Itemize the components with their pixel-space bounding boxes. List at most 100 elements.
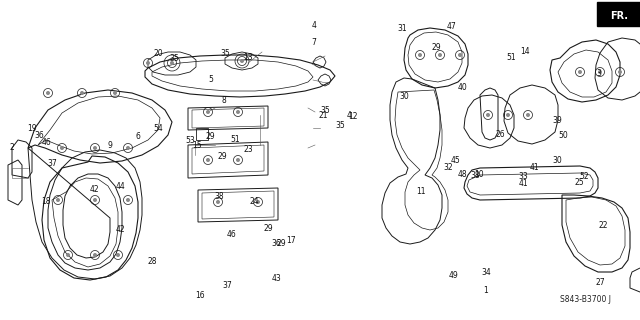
Text: 16: 16 <box>195 291 205 300</box>
Circle shape <box>93 253 97 257</box>
Text: 22: 22 <box>598 221 607 230</box>
Text: 6: 6 <box>135 132 140 141</box>
Text: 1: 1 <box>483 286 488 295</box>
Text: 2: 2 <box>9 143 14 152</box>
Text: 36: 36 <box>35 131 45 140</box>
Text: 46: 46 <box>41 138 51 147</box>
Circle shape <box>93 198 97 202</box>
Text: 46: 46 <box>227 230 237 239</box>
Text: 32: 32 <box>443 163 453 172</box>
Circle shape <box>46 91 50 95</box>
Text: 41: 41 <box>518 179 529 188</box>
Text: 51: 51 <box>230 135 241 144</box>
Circle shape <box>236 110 240 114</box>
Text: 30: 30 <box>552 156 562 165</box>
Text: 11: 11 <box>417 188 426 196</box>
Circle shape <box>116 253 120 257</box>
Text: 43: 43 <box>271 274 282 283</box>
Circle shape <box>418 53 422 57</box>
FancyBboxPatch shape <box>597 2 640 26</box>
Text: 17: 17 <box>286 236 296 245</box>
Text: 26: 26 <box>495 130 506 139</box>
Circle shape <box>526 113 530 117</box>
Circle shape <box>93 146 97 150</box>
Text: S843-B3700 J: S843-B3700 J <box>560 295 611 305</box>
Text: 10: 10 <box>474 170 484 179</box>
Text: 30: 30 <box>399 92 410 101</box>
Text: FR.: FR. <box>610 11 628 21</box>
Text: 18: 18 <box>42 197 51 206</box>
Text: 39: 39 <box>552 116 562 124</box>
Circle shape <box>438 53 442 57</box>
Circle shape <box>458 53 462 57</box>
Text: 19: 19 <box>27 124 37 133</box>
Text: 5: 5 <box>209 75 214 84</box>
Text: 53: 53 <box>186 136 196 145</box>
Text: 35: 35 <box>220 49 230 58</box>
Text: 48: 48 <box>457 170 467 179</box>
Text: 35: 35 <box>169 54 179 63</box>
Circle shape <box>60 146 64 150</box>
Text: 47: 47 <box>446 22 456 31</box>
Text: 29: 29 <box>276 239 287 248</box>
Text: 14: 14 <box>520 47 530 56</box>
Text: 33: 33 <box>518 172 529 181</box>
Circle shape <box>216 200 220 204</box>
Circle shape <box>126 146 130 150</box>
Text: 35: 35 <box>335 121 346 130</box>
Text: 25: 25 <box>574 178 584 187</box>
Text: 38: 38 <box>470 171 480 180</box>
Circle shape <box>618 70 622 74</box>
Circle shape <box>170 61 174 65</box>
Text: 28: 28 <box>148 257 157 266</box>
Text: 4: 4 <box>311 21 316 30</box>
Text: 20: 20 <box>154 49 164 58</box>
Text: 50: 50 <box>558 131 568 140</box>
Text: 54: 54 <box>154 124 164 132</box>
Circle shape <box>256 200 260 204</box>
Text: 9: 9 <box>108 141 113 150</box>
Text: 3: 3 <box>596 69 601 78</box>
Circle shape <box>236 158 240 162</box>
Text: 36: 36 <box>271 239 282 248</box>
Text: 35: 35 <box>320 106 330 115</box>
Text: 12: 12 <box>349 112 358 121</box>
Text: 37: 37 <box>47 159 58 168</box>
Text: 29: 29 <box>264 224 274 233</box>
Circle shape <box>126 198 130 202</box>
Text: 21: 21 <box>319 111 328 120</box>
Text: 23: 23 <box>243 145 253 154</box>
Text: 42: 42 <box>115 225 125 234</box>
Text: 29: 29 <box>205 132 215 140</box>
Text: 44: 44 <box>115 182 125 191</box>
Text: 8: 8 <box>221 96 227 105</box>
Circle shape <box>240 59 244 63</box>
Text: 4: 4 <box>346 111 351 120</box>
Circle shape <box>113 91 117 95</box>
Circle shape <box>578 70 582 74</box>
Circle shape <box>506 113 510 117</box>
Circle shape <box>206 158 210 162</box>
Text: 29: 29 <box>431 43 442 52</box>
Text: 24: 24 <box>250 197 260 206</box>
Text: 7: 7 <box>311 38 316 47</box>
Text: 41: 41 <box>529 163 540 172</box>
Text: 29: 29 <box>218 152 228 161</box>
Text: 49: 49 <box>448 271 458 280</box>
Text: 27: 27 <box>595 278 605 287</box>
Circle shape <box>486 113 490 117</box>
Circle shape <box>66 253 70 257</box>
Text: 15: 15 <box>192 141 202 150</box>
Text: 51: 51 <box>506 53 516 62</box>
Circle shape <box>598 70 602 74</box>
Circle shape <box>56 198 60 202</box>
Text: 37: 37 <box>222 281 232 290</box>
Text: 34: 34 <box>481 268 492 277</box>
Text: 38: 38 <box>214 192 224 201</box>
Text: 40: 40 <box>457 83 467 92</box>
Circle shape <box>206 110 210 114</box>
Text: 31: 31 <box>397 24 407 33</box>
Text: 52: 52 <box>579 172 589 181</box>
Circle shape <box>146 61 150 65</box>
Text: 45: 45 <box>451 156 461 165</box>
